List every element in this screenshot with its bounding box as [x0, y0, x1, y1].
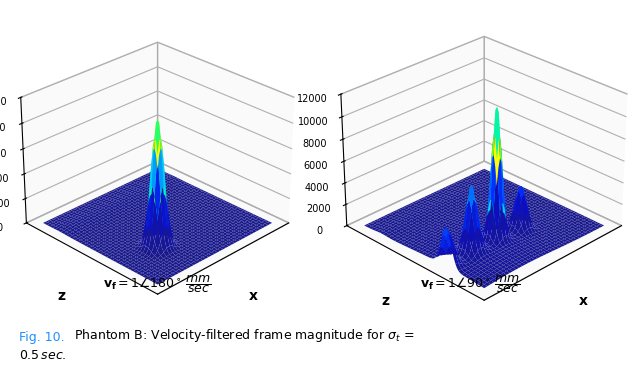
Text: Fig. 10.: Fig. 10. — [19, 331, 65, 344]
Text: Phantom B: Velocity-filtered frame magnitude for $\sigma_t\,=$: Phantom B: Velocity-filtered frame magni… — [74, 327, 415, 344]
Text: $\mathbf{v_f} = 1\angle180^\circ\,\dfrac{mm}{sec}$: $\mathbf{v_f} = 1\angle180^\circ\,\dfrac… — [102, 273, 211, 295]
X-axis label: x: x — [579, 294, 588, 308]
X-axis label: x: x — [249, 289, 258, 303]
Y-axis label: z: z — [58, 289, 66, 303]
Text: $\mathit{0.5\,sec.}$: $\mathit{0.5\,sec.}$ — [19, 349, 67, 362]
Y-axis label: z: z — [381, 294, 389, 308]
Text: $\mathbf{v_f} = 1\angle90^\circ\,\dfrac{mm}{sec}$: $\mathbf{v_f} = 1\angle90^\circ\,\dfrac{… — [420, 273, 521, 295]
